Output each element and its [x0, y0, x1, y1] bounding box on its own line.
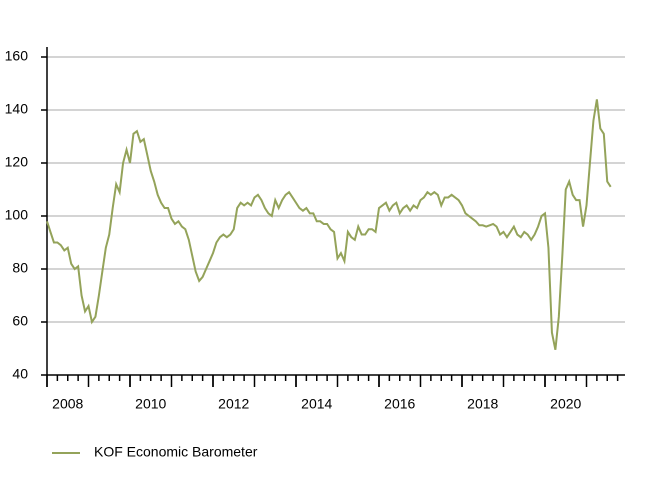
- x-tick-label: 2014: [301, 396, 332, 412]
- x-tick-label: 2020: [550, 396, 581, 412]
- legend-label: KOF Economic Barometer: [94, 444, 258, 460]
- y-tick-label: 40: [12, 366, 28, 382]
- y-tick-label: 140: [5, 101, 29, 117]
- x-tick-label: 2008: [52, 396, 83, 412]
- x-tick-label: 2018: [467, 396, 498, 412]
- y-tick-label: 80: [12, 260, 28, 276]
- x-tick-label: 2012: [218, 396, 249, 412]
- y-tick-label: 120: [5, 154, 29, 170]
- y-tick-label: 100: [5, 207, 29, 223]
- data-line: [46, 99, 612, 351]
- y-tick-label: 160: [5, 48, 29, 64]
- y-tick-label: 60: [12, 313, 28, 329]
- x-tick-label: 2016: [384, 396, 415, 412]
- x-tick-label: 2010: [135, 396, 166, 412]
